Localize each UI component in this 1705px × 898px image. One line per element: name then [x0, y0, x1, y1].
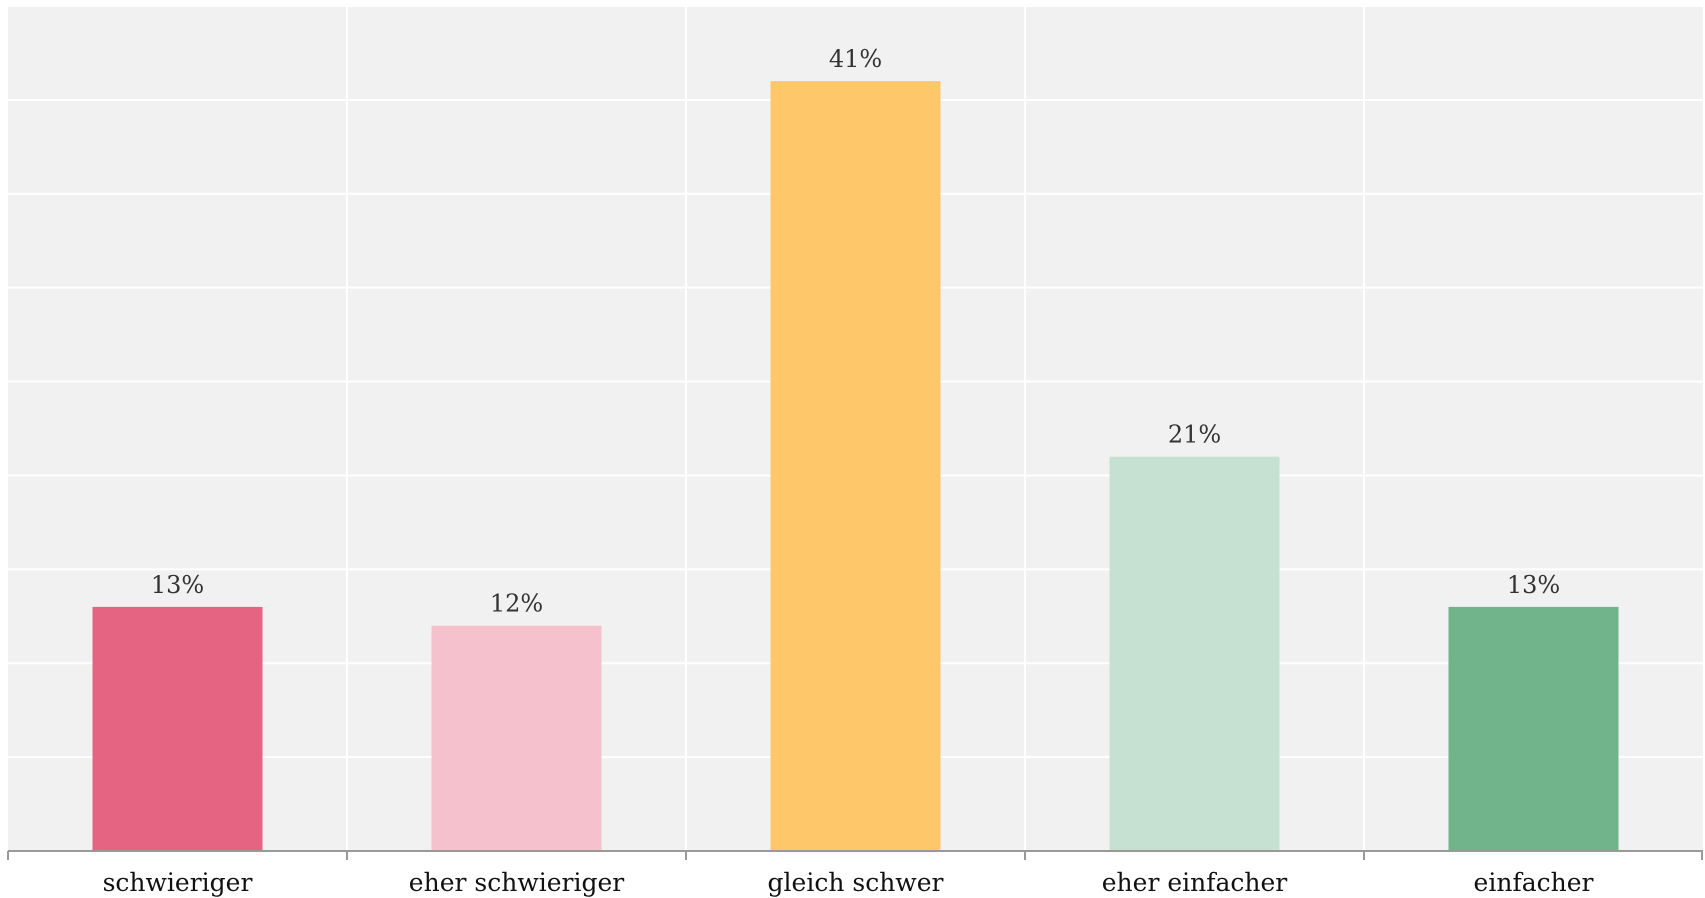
value-label: 12% — [490, 590, 543, 618]
category-label: gleich schwer — [768, 868, 944, 897]
category-label: schwieriger — [103, 868, 253, 897]
bar — [92, 606, 263, 851]
value-labels: 13% 12% 41% 21% 13% — [151, 45, 1560, 618]
x-axis — [7, 850, 1703, 860]
value-label: 21% — [1168, 421, 1221, 449]
bar — [1109, 456, 1280, 851]
value-label: 13% — [151, 571, 204, 599]
bars — [92, 81, 1619, 852]
category-labels: schwieriger eher schwieriger gleich schwer… — [103, 868, 1594, 897]
category-label: eher einfacher — [1102, 868, 1288, 897]
bar — [770, 81, 941, 852]
value-label: 13% — [1507, 571, 1560, 599]
bar — [431, 625, 602, 851]
category-label: einfacher — [1474, 868, 1594, 897]
bar — [1448, 606, 1619, 851]
value-label: 41% — [829, 45, 882, 73]
category-label: eher schwieriger — [409, 868, 624, 897]
